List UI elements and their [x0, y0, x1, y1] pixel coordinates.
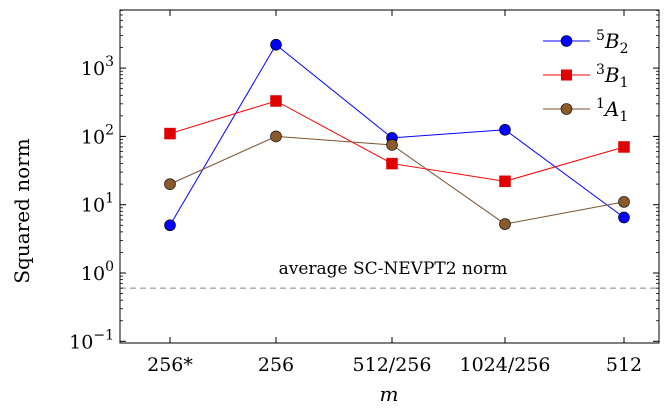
series-group	[164, 38, 630, 232]
data-point-circle	[270, 38, 282, 51]
data-point-circle	[499, 218, 511, 230]
data-point-square	[499, 175, 511, 188]
x-tick-label: 256*	[147, 354, 193, 376]
plot-frame	[119, 9, 660, 344]
legend-marker-circle	[560, 103, 573, 115]
y-tick-label: 103	[81, 54, 114, 80]
data-point-circle	[618, 211, 630, 224]
x-tick-label: 512/256	[353, 354, 432, 376]
y-tick-label: 10−1	[69, 327, 114, 353]
legend-marker-circle	[560, 35, 573, 47]
legend-marker-square	[561, 69, 572, 81]
y-tick-label: 100	[81, 259, 114, 285]
data-point-circle	[270, 130, 282, 143]
legend-label: 3B1	[596, 62, 629, 91]
data-point-circle	[386, 139, 398, 151]
legend-label: 1A1	[596, 96, 628, 125]
legend-label: 5B2	[596, 28, 629, 57]
data-point-square	[164, 127, 176, 140]
y-tick-label: 101	[81, 191, 114, 217]
plot-area	[119, 9, 660, 344]
y-axis-title: Squared norm	[10, 138, 34, 283]
x-tick-label: 1024/256	[459, 354, 550, 376]
data-point-circle	[164, 219, 176, 232]
legend: 5B2 3B1 1A1	[543, 28, 629, 125]
axes: 10−1 100 101 102 103 256* 256 512/256 1024/256 51…	[69, 9, 659, 376]
x-tick-label: 256	[258, 354, 294, 376]
data-point-square	[618, 141, 630, 153]
x-axis-title: m	[380, 382, 399, 406]
data-point-square	[386, 157, 398, 170]
reference-line-label: average SC-NEVPT2 norm	[279, 259, 508, 279]
data-point-circle	[164, 178, 176, 190]
data-point-square	[270, 95, 282, 107]
y-tick-label: 102	[81, 122, 114, 148]
data-point-circle	[618, 196, 630, 208]
x-tick-label: 512	[606, 354, 642, 376]
series-line	[169, 135, 625, 225]
data-point-circle	[499, 123, 511, 136]
